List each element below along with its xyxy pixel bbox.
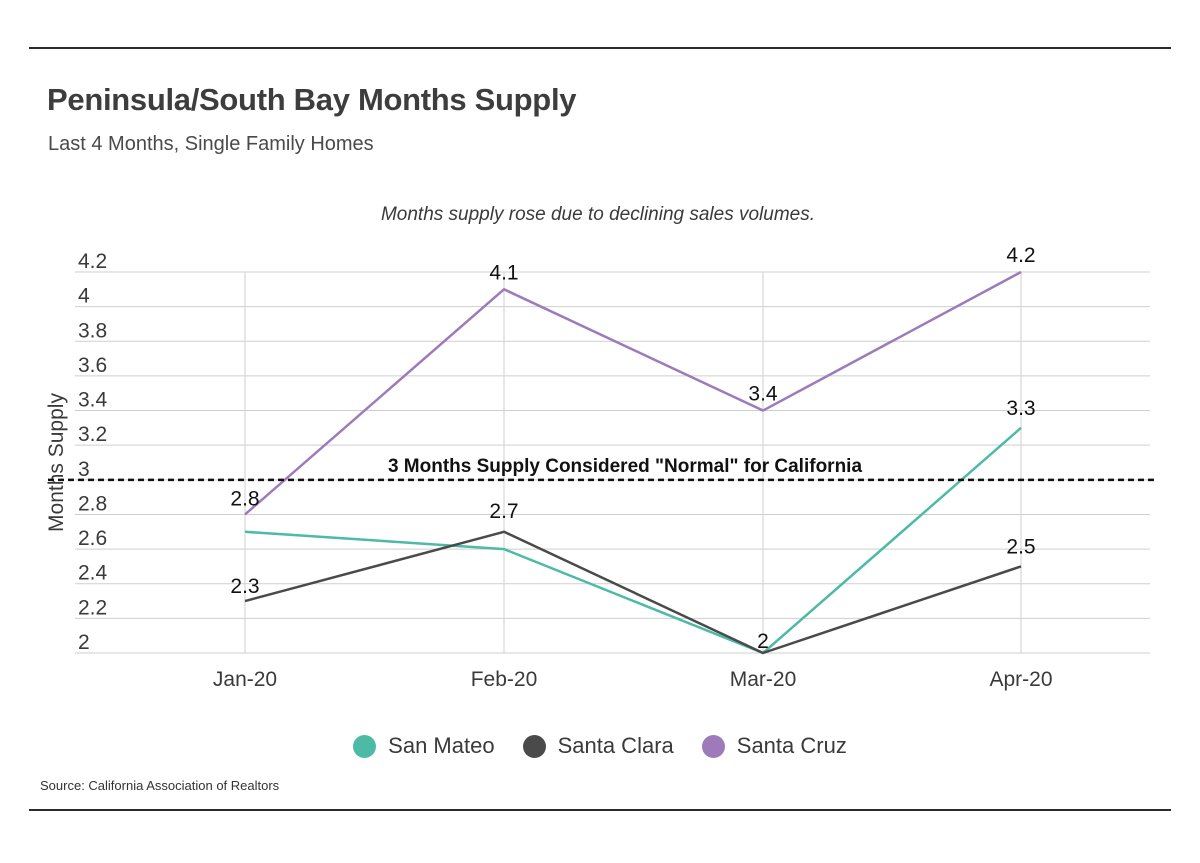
data-label: 2.3 (230, 575, 259, 598)
legend-item-santa-cruz: Santa Cruz (701, 733, 847, 759)
legend-swatch-san-mateo (353, 734, 377, 758)
data-label: 2.8 (230, 487, 259, 510)
y-tick-label: 2.4 (78, 562, 108, 585)
chart-annotation: Months supply rose due to declining sale… (381, 204, 815, 225)
legend-label-san-mateo: San Mateo (388, 733, 495, 758)
y-tick-label: 2.6 (78, 527, 107, 550)
data-label: 2.7 (489, 500, 518, 523)
y-tick-label: 4 (78, 285, 90, 308)
y-tick-label: 3.2 (78, 423, 107, 446)
chart-title: Peninsula/South Bay Months Supply (47, 82, 577, 117)
y-tick-label: 4.2 (78, 250, 107, 273)
data-label: 4.2 (1006, 244, 1035, 267)
y-tick-label: 3.4 (78, 389, 108, 412)
y-tick-label: 3 (78, 458, 90, 481)
legend-label-santa-cruz: Santa Cruz (736, 733, 847, 758)
series-line-santa-cruz (244, 270, 1022, 516)
data-label: 3.3 (1006, 397, 1035, 420)
data-label: 3.4 (748, 383, 778, 406)
y-tick-label: 2.2 (78, 596, 107, 619)
y-tick-label: 2.8 (78, 492, 107, 515)
legend-label-santa-clara: Santa Clara (557, 733, 674, 758)
bottom-rule (29, 809, 1171, 811)
data-label: 2 (757, 630, 769, 653)
legend: San Mateo Santa Clara Santa Cruz (0, 733, 1200, 759)
x-tick-label: Apr-20 (989, 668, 1052, 691)
legend-item-san-mateo: San Mateo (353, 733, 495, 759)
chart-subtitle: Last 4 Months, Single Family Homes (48, 133, 374, 155)
y-tick-label: 3.8 (78, 319, 107, 342)
data-label: 2.5 (1006, 535, 1035, 558)
x-tick-label: Jan-20 (213, 668, 277, 691)
y-tick-label: 3.6 (78, 354, 107, 377)
reference-line-label: 3 Months Supply Considered "Normal" for … (388, 456, 862, 477)
x-tick-label: Mar-20 (730, 668, 797, 691)
series-line-santa-clara (244, 530, 1022, 655)
source-note: Source: California Association of Realto… (40, 778, 280, 793)
legend-item-santa-clara: Santa Clara (522, 733, 674, 759)
legend-swatch-santa-cruz (701, 734, 725, 758)
x-tick-label: Feb-20 (471, 668, 538, 691)
legend-swatch-santa-clara (522, 734, 546, 758)
y-axis-label: Months Supply (45, 393, 68, 532)
series-line-san-mateo (244, 426, 1022, 655)
top-rule (29, 47, 1171, 49)
data-label: 4.1 (489, 261, 518, 284)
y-tick-label: 2 (78, 631, 90, 654)
